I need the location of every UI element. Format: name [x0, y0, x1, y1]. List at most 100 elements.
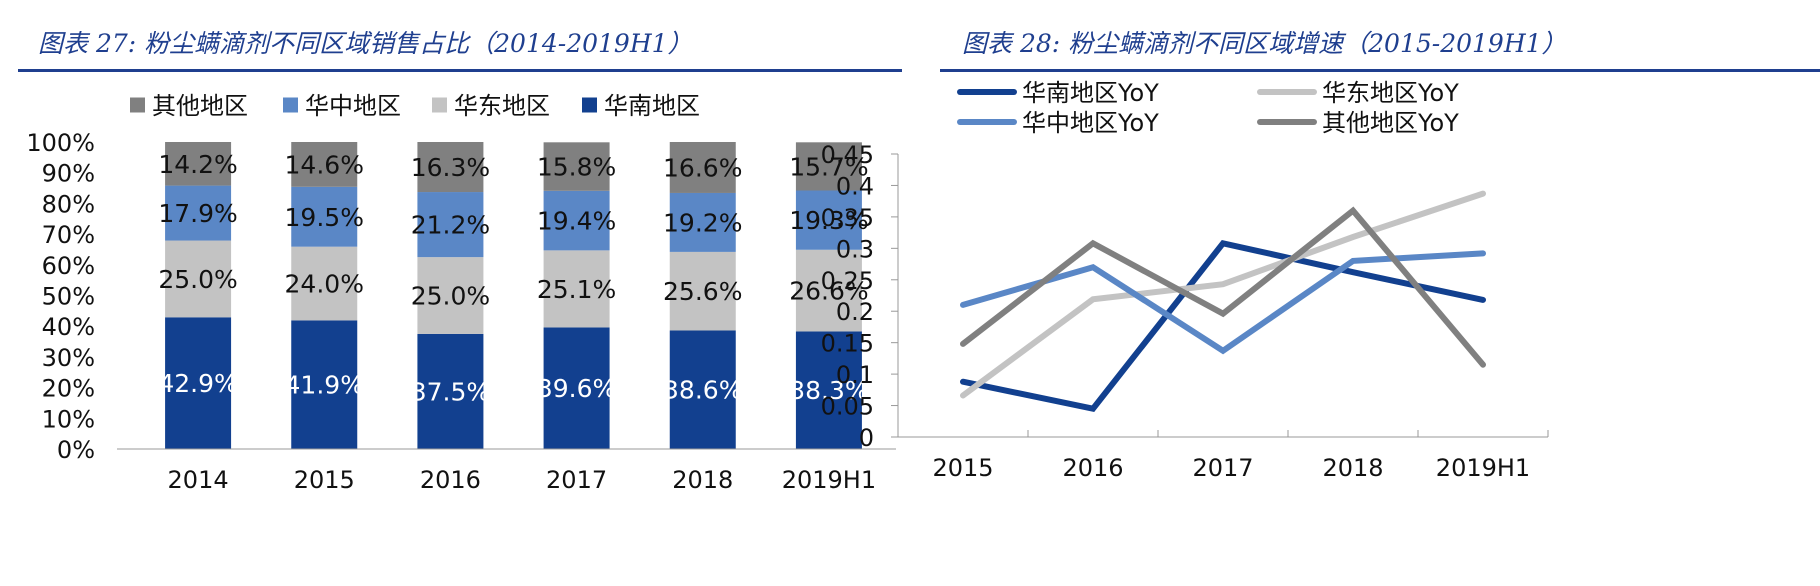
- x-tick-label: 2014: [168, 466, 229, 494]
- figure-28-title-rule: [940, 69, 1820, 72]
- line-chart: 华南地区YoY 华东地区YoY 华中地区YoY 其他地区YoY 0 0.05 0.1 0.15…: [821, 79, 1549, 482]
- series-line: [960, 190, 1486, 399]
- bar-segment: [669, 330, 736, 449]
- data-label: 19.3%: [789, 206, 868, 235]
- figure-27-panel: 图表 27: 粉尘螨滴剂不同区域销售占比（2014-2019H1） 其他地区 华中…: [18, 29, 902, 494]
- legend-swatch: [283, 97, 298, 113]
- y-tick-label: 80%: [42, 190, 95, 218]
- y-tick-label: 0: [859, 424, 874, 452]
- bar-segment: [669, 192, 736, 252]
- bar-segment: [795, 190, 862, 250]
- bar-segment: [291, 186, 358, 247]
- series-line: [960, 206, 1486, 368]
- y-tick-label: 0.3: [836, 235, 874, 263]
- y-tick-label: 10%: [42, 405, 95, 433]
- data-label: 19.4%: [537, 207, 616, 236]
- data-label: 24.0%: [285, 270, 364, 299]
- data-label: 14.6%: [285, 150, 364, 179]
- y-tick-label: 70%: [42, 221, 95, 249]
- bar-segment: [291, 320, 358, 449]
- data-label: 17.9%: [158, 199, 237, 228]
- bar-segment: [165, 185, 232, 241]
- data-label: 16.3%: [411, 153, 490, 182]
- data-label: 14.2%: [158, 150, 237, 179]
- series-line: [960, 239, 1486, 413]
- legend-label: 华中地区YoY: [1022, 109, 1159, 137]
- bar-segment: [417, 257, 484, 334]
- y-tick-label: 0.25: [821, 267, 874, 295]
- stacked-bar-chart: 其他地区 华中地区 华东地区 华南地区 0% 10%20% 30% 40%50% 60% 70% 8…: [26, 92, 896, 494]
- figure-27-title: 图表 27: 粉尘螨滴剂不同区域销售占比（2014-2019H1）: [38, 29, 693, 58]
- bar-segment: [417, 142, 484, 193]
- data-label: 41.9%: [285, 371, 364, 400]
- x-tick-label: 2017: [546, 466, 607, 494]
- y-tick-label: 0.05: [821, 393, 874, 421]
- bar-segment: [543, 142, 610, 191]
- x-tick-label: 2015: [932, 454, 993, 482]
- x-tick-label: 2018: [672, 466, 733, 494]
- bar-segment: [795, 142, 862, 191]
- data-label: 19.2%: [663, 208, 742, 237]
- data-label: 25.0%: [411, 282, 490, 311]
- legend-label: 华东地区: [454, 92, 550, 120]
- data-label: 16.6%: [663, 153, 742, 182]
- data-label: 38.6%: [663, 376, 742, 405]
- legend-swatch: [130, 97, 145, 113]
- x-tick-label: 2016: [1062, 454, 1123, 482]
- bar-segment: [795, 249, 862, 332]
- y-tick-label: 0.4: [836, 172, 874, 200]
- y-tick-label: 90%: [42, 160, 95, 188]
- bar-segment: [291, 246, 358, 321]
- y-tick-label: 100%: [26, 129, 95, 157]
- figure-28-panel: 图表 28: 粉尘螨滴剂不同区域增速（2015-2019H1） 华南地区YoY 华…: [821, 0, 1820, 586]
- x-tick-label: 2016: [420, 466, 481, 494]
- bar-segment: [543, 250, 610, 328]
- x-tick-label: 2015: [294, 466, 355, 494]
- bar-segment: [291, 142, 358, 187]
- bar-segment: [669, 251, 736, 331]
- legend-label: 其他地区YoY: [1322, 109, 1459, 137]
- legend-swatch: [432, 97, 447, 113]
- y-tick-label: 0.35: [821, 204, 874, 232]
- data-label: 19.5%: [285, 203, 364, 232]
- x-tick-label: 2019H1: [1436, 454, 1530, 482]
- data-label: 38.3%: [789, 376, 868, 405]
- bar-segment: [795, 331, 862, 449]
- data-label: 21.2%: [411, 211, 490, 240]
- data-label: 37.5%: [411, 377, 490, 406]
- bar-segment: [417, 333, 484, 449]
- y-tick-label: 0.1: [836, 361, 874, 389]
- x-tick-label: 2019H1: [782, 466, 876, 494]
- y-tick-label: 40%: [42, 313, 95, 341]
- data-label: 25.1%: [537, 275, 616, 304]
- data-label: 26.6%: [789, 277, 868, 306]
- x-tick-label: 2018: [1322, 454, 1383, 482]
- bar-segment: [543, 327, 610, 449]
- bar-segment: [669, 142, 736, 193]
- y-tick-label: 0.45: [821, 141, 874, 169]
- y-tick-label: 20%: [42, 375, 95, 403]
- bar-segment: [165, 317, 232, 449]
- data-label: 15.8%: [537, 153, 616, 182]
- bar-segment: [165, 240, 232, 318]
- data-label: 25.6%: [663, 277, 742, 306]
- legend-label: 其他地区: [152, 92, 248, 120]
- figure-28-title: 图表 28: 粉尘螨滴剂不同区域增速（2015-2019H1）: [962, 29, 1567, 58]
- bar-segment: [417, 192, 484, 258]
- y-tick-label: 50%: [42, 283, 95, 311]
- data-label: 42.9%: [158, 369, 237, 398]
- y-tick-label: 30%: [42, 344, 95, 372]
- bar-segment: [165, 142, 232, 186]
- x-tick-label: 2017: [1192, 454, 1253, 482]
- data-label: 25.0%: [158, 265, 237, 294]
- data-label: 15.7%: [789, 152, 868, 181]
- y-tick-label: 0.15: [821, 330, 874, 358]
- legend-label: 华南地区: [604, 92, 700, 120]
- legend-label: 华中地区: [305, 92, 401, 120]
- y-tick-label: 60%: [42, 252, 95, 280]
- legend-label: 华东地区YoY: [1322, 79, 1459, 107]
- y-tick-label: 0%: [57, 436, 95, 464]
- legend-label: 华南地区YoY: [1022, 79, 1159, 107]
- figure-27-title-rule: [18, 69, 902, 72]
- data-label: 39.6%: [537, 374, 616, 403]
